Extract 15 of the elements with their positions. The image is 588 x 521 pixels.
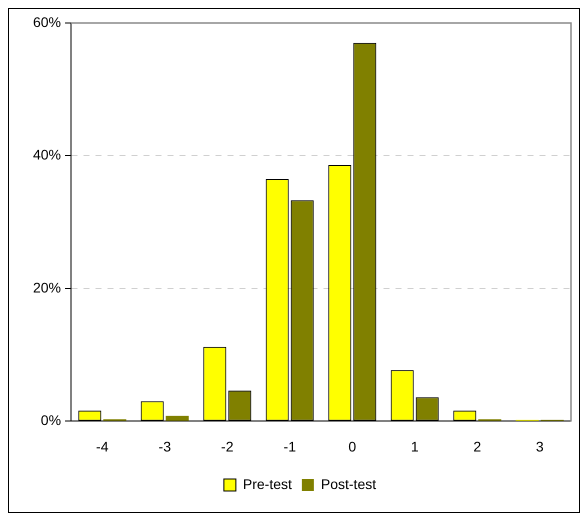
x-tick-label: 3	[536, 438, 544, 454]
y-tick-label: 20%	[32, 279, 62, 296]
bar	[166, 416, 189, 421]
x-tick-label: -3	[158, 438, 172, 454]
y-tick-label: 0%	[40, 412, 62, 428]
y-tick-label: 60%	[32, 14, 62, 30]
x-tick-label: -2	[221, 438, 234, 454]
x-tick-label: 1	[410, 438, 419, 454]
x-tick-label: 0	[348, 438, 356, 454]
y-tick-label: 40%	[32, 146, 62, 163]
x-tick-label: -1	[284, 438, 296, 454]
legend-label: Pre-test	[242, 476, 292, 492]
legend-label: Post-test	[320, 476, 376, 492]
x-tick-label: 2	[473, 438, 482, 454]
x-tick-label: -4	[96, 438, 109, 454]
